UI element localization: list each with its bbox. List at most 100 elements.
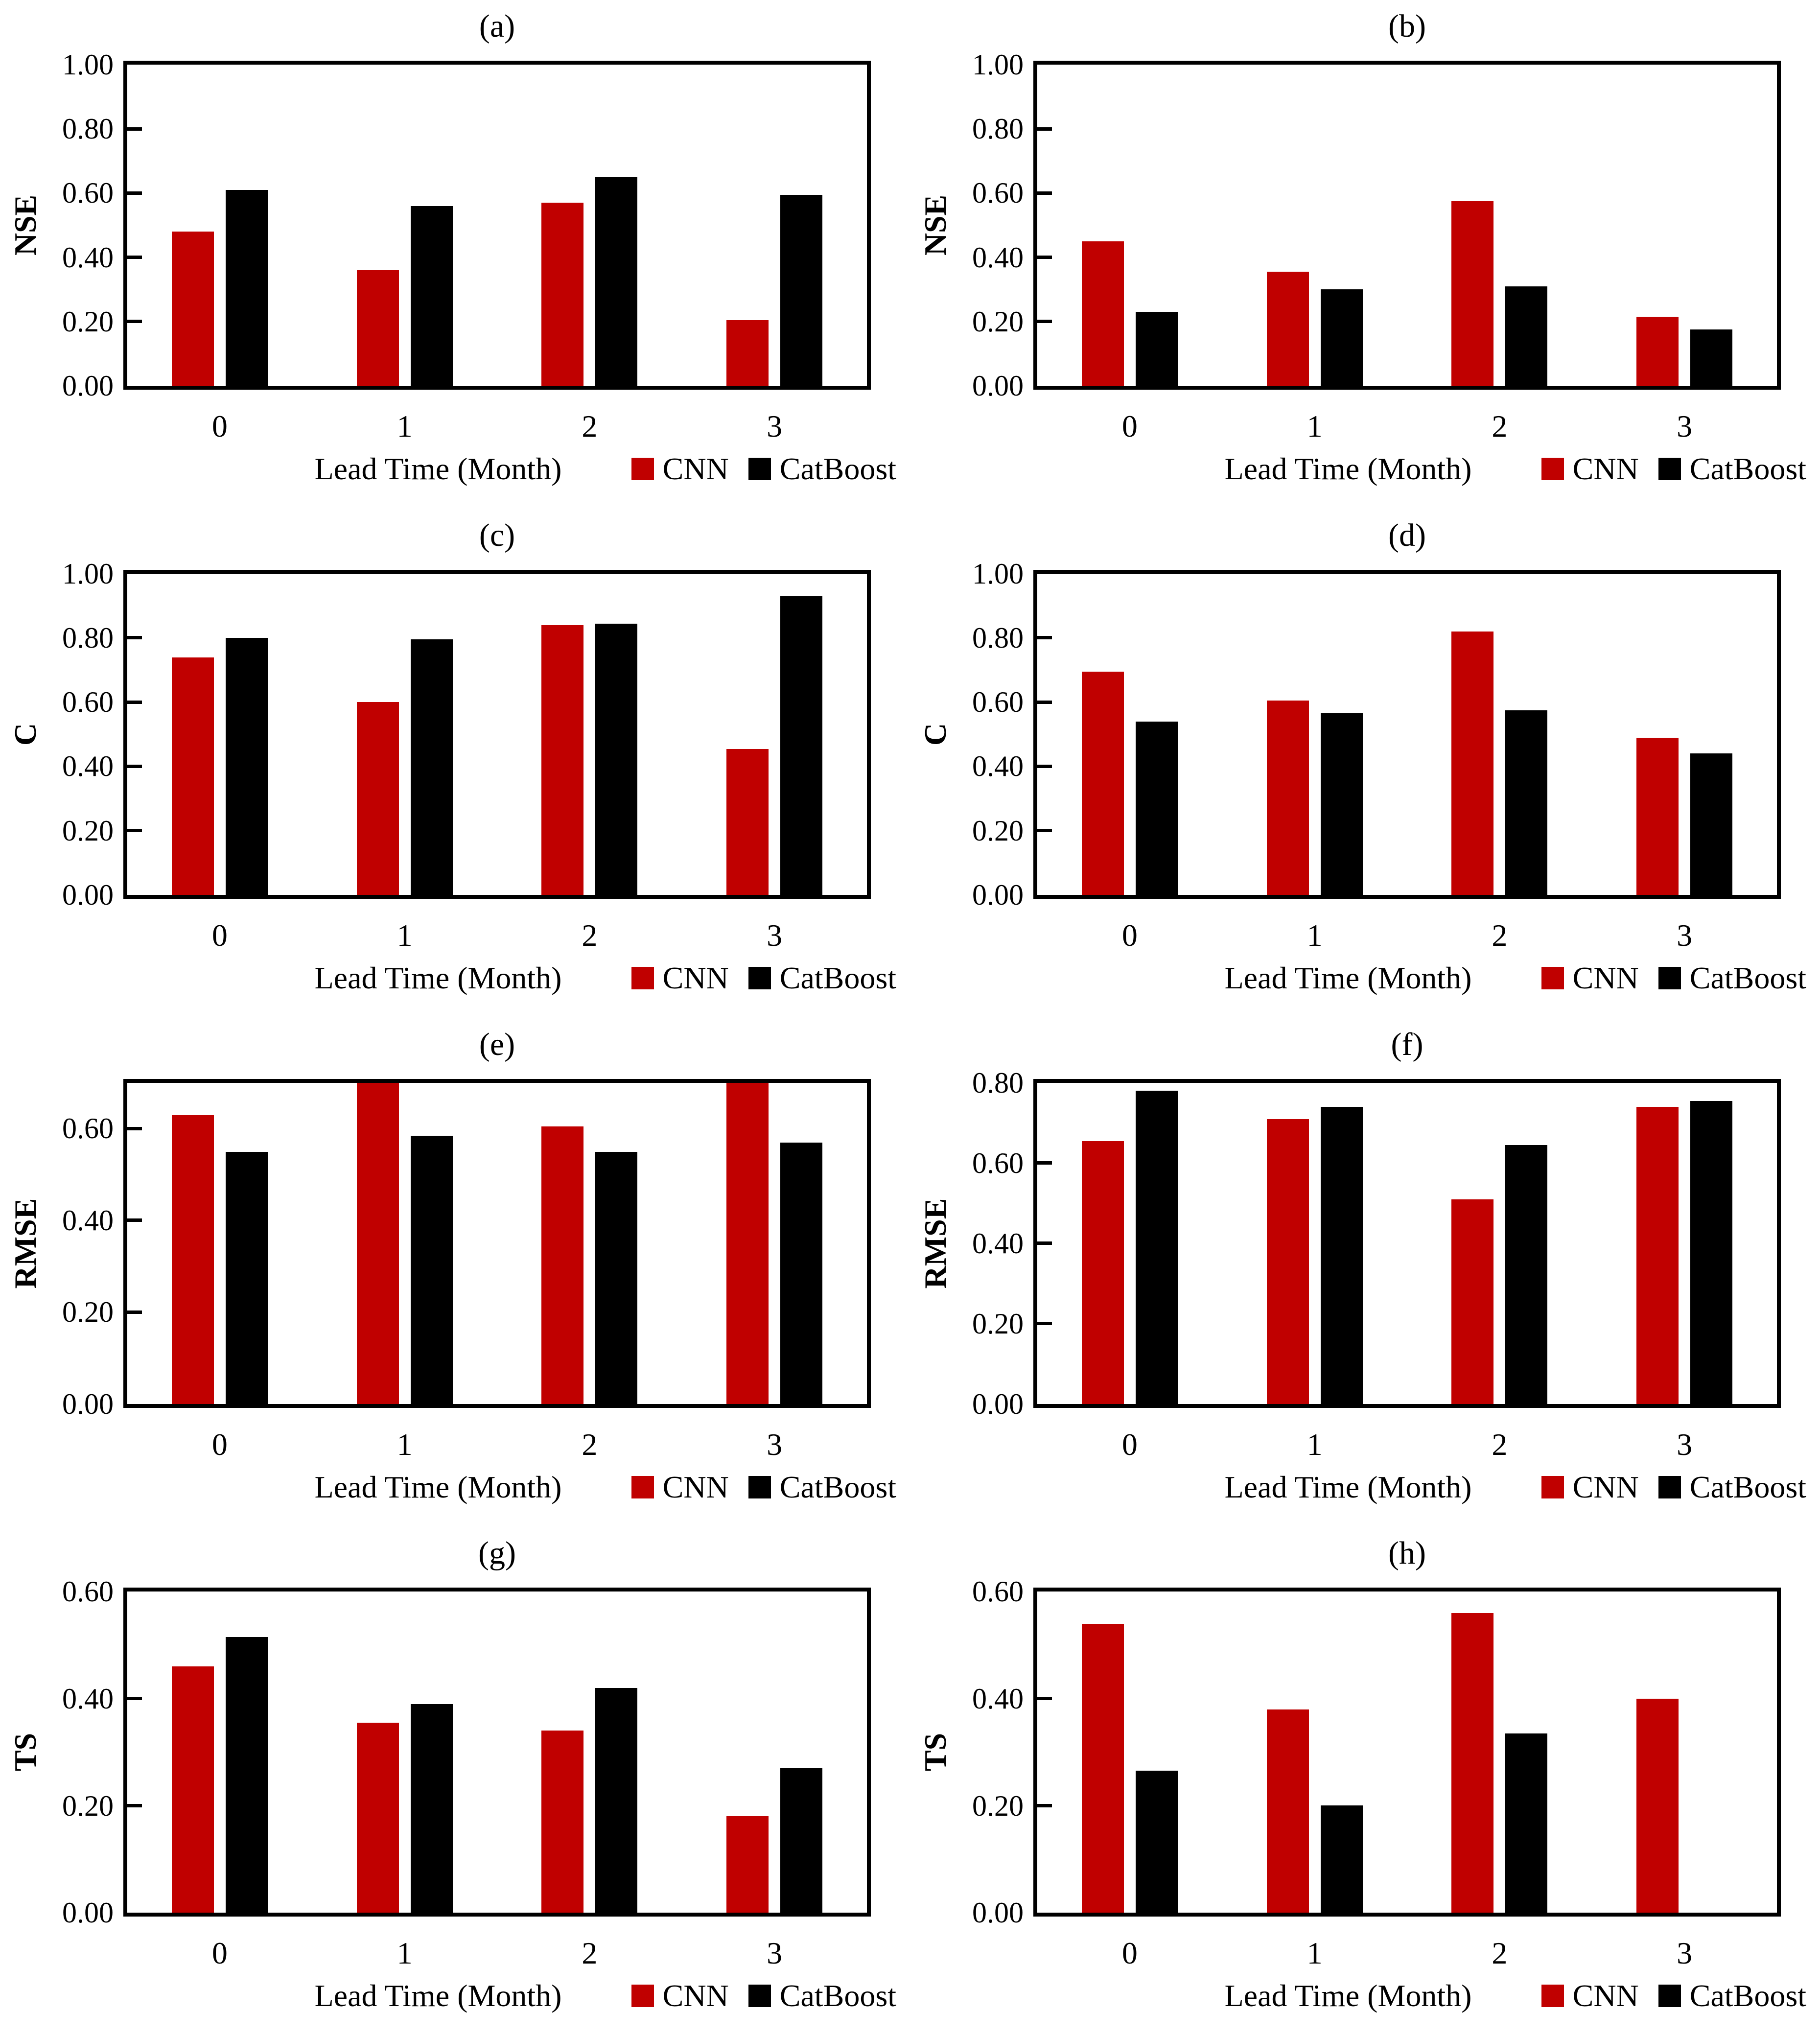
y-tick-mark [1037,700,1052,704]
bar-cnn-lead1 [1266,1709,1309,1913]
x-axis-title: Lead Time (Month) [1224,960,1472,995]
y-tick-mark [127,191,142,195]
x-tick-label: 3 [767,1936,783,1971]
y-tick-label: 0.00 [972,1387,1024,1420]
y-tick-label: 0.20 [972,1789,1024,1822]
bar-catboost-lead1 [410,1135,453,1404]
y-tick-label: 0.60 [972,686,1024,719]
legend-label-cnn: CNN [662,1978,729,2013]
legend: CNN CatBoost [631,958,896,999]
y-tick-label: 0.00 [62,1896,114,1929]
plot-area [123,569,871,899]
y-tick-label: 0.20 [972,305,1024,338]
bar-catboost-lead0 [1135,1771,1178,1913]
plot-area [123,61,871,390]
y-tick-label: 0.40 [972,750,1024,783]
legend-swatch-catboost [1658,1475,1681,1498]
y-tick-label: 0.00 [972,370,1024,402]
legend: CNN CatBoost [631,1467,896,1508]
bar-cnn-lead3 [726,749,769,895]
legend-swatch-catboost [748,966,771,989]
legend-label-catboost: CatBoost [779,1469,896,1504]
y-tick-label: 0.60 [62,686,114,719]
bar-catboost-lead2 [595,1688,638,1913]
y-tick-label: 1.00 [972,557,1024,590]
y-tick-label: 0.80 [62,621,114,654]
y-tick-label: 0.40 [62,241,114,274]
y-tick-label: 0.00 [972,1896,1024,1929]
y-tick-label: 0.80 [972,621,1024,654]
legend-swatch-catboost [748,458,771,480]
legend-label-catboost: CatBoost [1689,451,1806,486]
bar-cnn-lead3 [726,1082,769,1404]
y-tick-label: 0.60 [972,1147,1024,1179]
bar-catboost-lead2 [595,623,638,895]
x-tick-label: 3 [1677,1936,1693,1971]
legend: CNN CatBoost [1541,448,1806,490]
legend-label-catboost: CatBoost [1689,960,1806,995]
y-tick-mark [1037,1697,1052,1701]
y-tick-mark [127,764,142,768]
bar-cnn-lead0 [171,1666,214,1913]
bar-catboost-lead3 [780,596,823,895]
y-tick-label: 0.20 [62,1296,114,1329]
x-tick-label: 2 [1492,1427,1508,1462]
bar-catboost-lead0 [225,637,268,895]
plot-area [123,1078,871,1408]
y-tick-label: 0.80 [972,1066,1024,1099]
x-tick-label: 0 [1121,409,1138,444]
y-tick-mark [1037,1161,1052,1165]
bar-catboost-lead0 [1135,1090,1178,1404]
bar-catboost-lead2 [1505,710,1548,895]
y-tick-label: 0.20 [972,814,1024,847]
plot-area [1033,569,1781,899]
legend: CNN CatBoost [631,448,896,490]
bar-cnn-lead2 [541,203,584,386]
legend: CNN CatBoost [631,1975,896,2016]
x-tick-label: 0 [1121,1427,1138,1462]
y-tick-mark [1037,1804,1052,1808]
legend-swatch-catboost [748,1985,771,2008]
y-tick-label: 0.40 [62,1204,114,1237]
legend-swatch-cnn [631,1475,654,1498]
y-tick-mark [127,1804,142,1808]
x-tick-label: 3 [767,917,783,953]
panel-title: (c) [479,517,515,553]
x-axis-title: Lead Time (Month) [314,960,562,995]
bar-catboost-lead2 [595,1151,638,1404]
panel-footer: Lead Time (Month) CNN CatBoost [0,448,910,490]
y-axis-title: C [918,723,953,746]
panel-title: (f) [1391,1026,1423,1062]
x-axis-title: Lead Time (Month) [1224,451,1472,486]
bar-cnn-lead2 [1451,1199,1494,1404]
bar-catboost-lead3 [1690,1100,1733,1404]
bar-cnn-lead0 [171,232,214,386]
panel-footer: Lead Time (Month) CNN CatBoost [910,958,1820,999]
y-tick-label: 0.00 [62,878,114,911]
y-tick-label: 0.20 [62,305,114,338]
y-tick-label: 0.60 [62,1575,114,1608]
legend-swatch-cnn [631,966,654,989]
legend-swatch-cnn [1541,966,1564,989]
panel-h: (h) TS Lead Time (Month) CNN CatBoost 0.… [910,1527,1820,2036]
x-tick-label: 0 [211,1427,228,1462]
y-tick-mark [127,700,142,704]
panel-d: (d) C Lead Time (Month) CNN CatBoost 0.0… [910,509,1820,1018]
bar-catboost-lead0 [225,190,268,386]
bar-cnn-lead1 [356,702,399,895]
bar-cnn-lead0 [171,657,214,895]
x-tick-label: 2 [582,917,598,953]
panel-f: (f) RMSE Lead Time (Month) CNN CatBoost … [910,1018,1820,1527]
panel-title: (d) [1388,517,1426,553]
x-tick-label: 0 [1121,1936,1138,1971]
x-tick-label: 3 [767,409,783,444]
legend-label-cnn: CNN [1572,1978,1639,2013]
x-tick-label: 0 [211,917,228,953]
y-tick-mark [1037,764,1052,768]
legend-swatch-cnn [1541,458,1564,480]
x-tick-label: 3 [1677,1427,1693,1462]
bar-cnn-lead0 [171,1115,214,1404]
bar-catboost-lead3 [780,195,823,386]
panel-footer: Lead Time (Month) CNN CatBoost [910,1975,1820,2016]
y-tick-mark [127,1218,142,1222]
